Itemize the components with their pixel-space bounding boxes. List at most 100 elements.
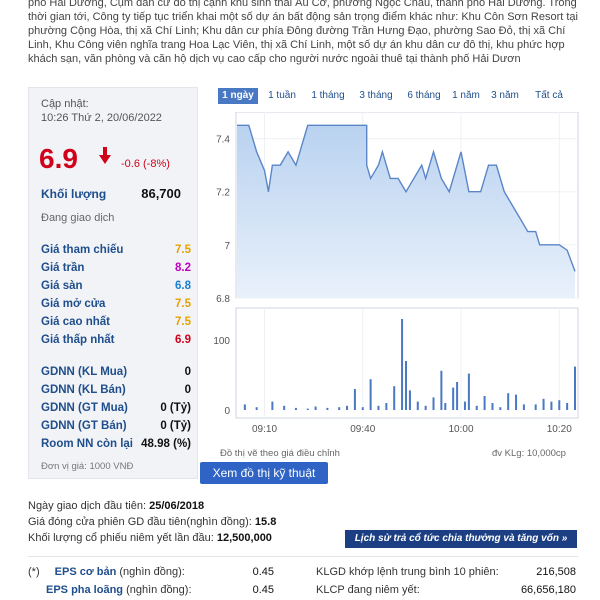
volume-bar (424, 405, 427, 410)
price-row-ceiling: Giá trần 8.2 (41, 262, 191, 278)
volume-bar (550, 401, 553, 410)
first-close-price: Giá đóng cửa phiên GD đầu tiên(nghìn đồn… (28, 516, 276, 528)
volume-bar (271, 401, 274, 410)
volume-bar (255, 407, 258, 410)
volume-bar (483, 396, 486, 410)
volume-bar (558, 400, 561, 410)
first-listing-volume: Khối lượng cổ phiếu niêm yết lần đầu: 12… (28, 532, 272, 544)
x-tick-label: 10:00 (449, 424, 474, 435)
row-label: Giá cao nhất (41, 316, 111, 328)
volume-bar (377, 405, 380, 410)
down-arrow-icon (99, 147, 111, 164)
row-value: 48.98 (%) (141, 438, 191, 450)
technical-chart-button[interactable]: Xem đồ thị kỹ thuật (200, 462, 328, 484)
chart-svg: 7.4 7.2 7 6.8 09:10 09:40 10:00 10:20 100 0 (213, 112, 579, 435)
volume-bar (534, 404, 537, 410)
tab-1-day[interactable]: 1 ngày (218, 88, 258, 104)
eps-diluted-value: 0.45 (252, 584, 274, 596)
volume-bar (542, 398, 545, 410)
period-tabs: 1 ngày 1 tuần 1 tháng 3 tháng 6 tháng 1 … (218, 88, 578, 104)
tab-all[interactable]: Tất cả (535, 90, 563, 101)
volume-bar (353, 389, 356, 410)
volume-bar (515, 394, 518, 410)
row-value: 7.5 (175, 316, 191, 328)
volume-bar (475, 405, 478, 410)
volume-bar (294, 407, 297, 410)
chart-footnote-right: đv KLg: 10,000cp (492, 448, 566, 459)
updated-time: 10:26 Thứ 2, 20/06/2022 (41, 112, 162, 124)
row-label: GDNN (KL Bán) (41, 384, 126, 396)
row-value: 0 (Tỷ) (160, 420, 191, 432)
foreign-row-sell-volume: GDNN (KL Bán) 0 (41, 384, 191, 400)
info-label: Ngày giao dịch đầu tiên: (28, 500, 147, 512)
tab-6-months[interactable]: 6 tháng (407, 90, 441, 101)
volume-bar (393, 386, 396, 410)
chart-footnote-left: Đồ thị vẽ theo giá điều chỉnh (220, 448, 340, 459)
eps-marker: (*) (28, 566, 40, 578)
foreign-row-room: Room NN còn lại 48.98 (%) (41, 438, 191, 454)
price-row-reference: Giá tham chiếu 7.5 (41, 244, 191, 260)
row-label: Giá tham chiếu (41, 244, 124, 256)
volume-bar (499, 407, 502, 410)
row-label: Giá trần (41, 262, 85, 274)
foreign-row-sell-value: GDNN (GT Bán) 0 (Tỷ) (41, 420, 191, 436)
volume-bar (432, 397, 435, 410)
eps-basic-label: EPS cơ bản (nghìn đồng): (55, 566, 185, 578)
price-row-high: Giá cao nhất 7.5 (41, 316, 191, 332)
first-trade-date: Ngày giao dịch đầu tiên: 25/06/2018 (28, 500, 204, 512)
info-value: 15.8 (254, 516, 277, 528)
row-value: 0 (184, 384, 191, 396)
row-label: Room NN còn lại (41, 438, 134, 450)
volume-label: Khối lượng (41, 187, 107, 201)
price-tick-label: 7.4 (216, 135, 230, 146)
label-text: EPS pha loãng (46, 584, 124, 596)
volume-value: 86,700 (141, 186, 181, 201)
volume-bar (574, 366, 576, 410)
tab-1-month[interactable]: 1 tháng (311, 90, 345, 101)
volume-bar (326, 407, 329, 410)
price-row-open: Giá mở cửa 7.5 (41, 298, 191, 314)
eps-basic-value: 0.45 (252, 566, 274, 578)
volume-bar (361, 407, 364, 410)
row-label: GDNN (KL Mua) (41, 366, 128, 378)
volume-bar (408, 390, 411, 410)
company-description: phố Hải Dương, Cụm dân cư đô thị cạnh kh… (28, 0, 578, 65)
volume-bar (456, 382, 459, 410)
volume-bar (467, 373, 470, 410)
dividend-history-button[interactable]: Lịch sử trả cổ tức chia thưởng và tăng v… (345, 530, 577, 548)
volume-bar (385, 403, 388, 410)
divider (28, 556, 578, 557)
info-value: 12,500,000 (216, 532, 272, 544)
x-tick-label: 10:20 (547, 424, 572, 435)
row-value: 0 (Tỷ) (160, 402, 191, 414)
volume-bar (452, 387, 455, 410)
volume-tick-label: 100 (213, 336, 230, 347)
klgd-label: KLGD khớp lệnh trung bình 10 phiên: (316, 566, 499, 578)
intraday-chart: 7.4 7.2 7 6.8 09:10 09:40 10:00 10:20 100 0 (210, 112, 582, 462)
tab-3-months[interactable]: 3 tháng (359, 90, 393, 101)
volume-bar (346, 405, 349, 410)
volume-bar (522, 404, 525, 410)
volume-bar (463, 401, 466, 410)
x-tick-label: 09:40 (350, 424, 375, 435)
tab-1-year[interactable]: 1 năm (452, 90, 480, 101)
price-area (237, 125, 575, 299)
eps-diluted-row: EPS pha loãng (nghìn đồng): 0.45 (46, 584, 290, 596)
tab-3-years[interactable]: 3 năm (491, 90, 519, 101)
trading-status: Đang giao dịch (41, 212, 115, 224)
price-unit-note: Đơn vị giá: 1000 VNĐ (41, 461, 134, 472)
row-label: Giá thấp nhất (41, 334, 115, 346)
price-line (237, 124, 576, 272)
info-label: Giá đóng cửa phiên GD đầu tiên(nghìn đồn… (28, 516, 252, 528)
klcp-row: KLCP đang niêm yết: 66,656,180 (316, 584, 576, 596)
tab-1-week[interactable]: 1 tuần (268, 90, 296, 101)
row-value: 8.2 (175, 262, 191, 274)
row-label: GDNN (GT Mua) (41, 402, 128, 414)
price-row-floor: Giá sàn 6.8 (41, 280, 191, 296)
price-change: -0.6 (-8%) (121, 158, 170, 170)
row-label: Giá mở cửa (41, 298, 106, 310)
volume-bar (314, 406, 317, 410)
label-unit: (nghìn đồng): (119, 566, 185, 578)
volume-bar (566, 403, 569, 410)
row-label: Giá sàn (41, 280, 83, 292)
